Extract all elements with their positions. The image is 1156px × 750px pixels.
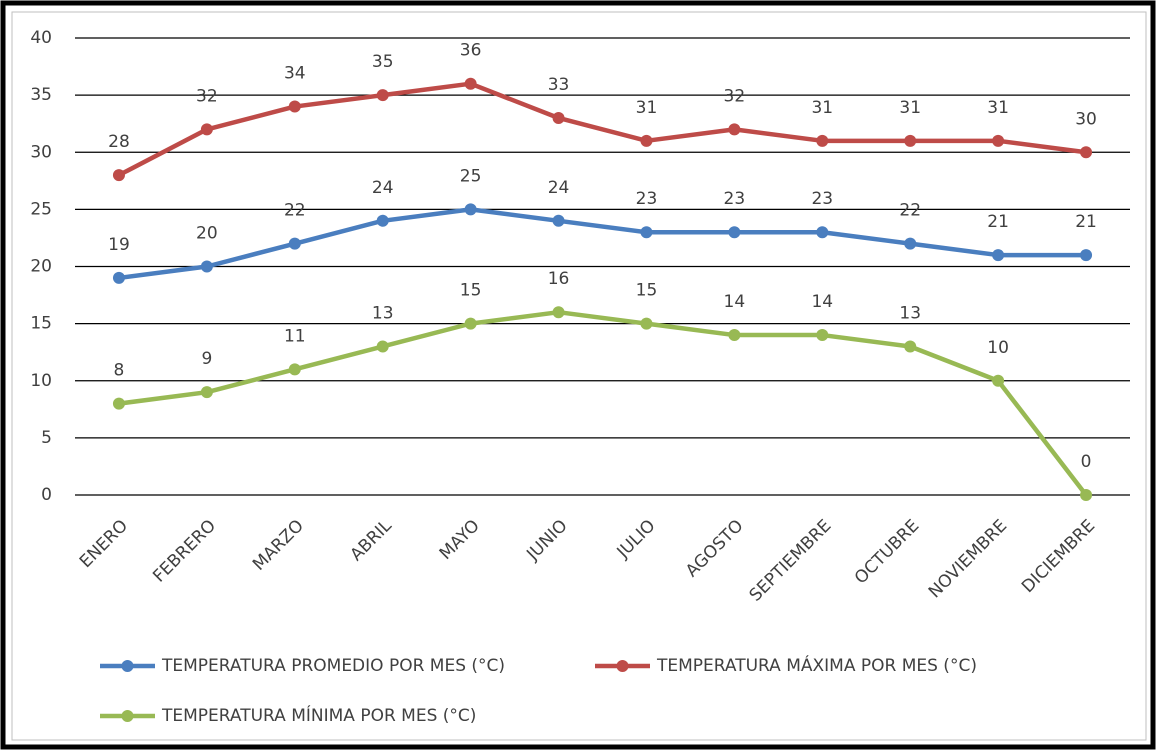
series-marker [816, 329, 829, 342]
y-tick-label: 5 [41, 428, 52, 448]
series-marker [552, 111, 565, 124]
data-label: 35 [372, 52, 394, 72]
series-marker [464, 77, 477, 90]
y-tick-label: 0 [41, 485, 52, 505]
data-label: 24 [548, 178, 570, 198]
series-line [118, 309, 1088, 497]
series-marker [376, 214, 389, 227]
legend-label: TEMPERATURA MÍNIMA POR MES (°C) [161, 704, 476, 726]
data-label: 31 [987, 98, 1009, 118]
data-label: 11 [284, 326, 306, 346]
series-marker [728, 226, 741, 239]
series-marker [200, 123, 213, 136]
series-marker [904, 237, 917, 250]
series-marker [552, 214, 565, 227]
series-marker [200, 260, 213, 273]
data-label: 21 [1075, 212, 1097, 232]
series-marker [992, 374, 1005, 387]
chart-inner-frame [11, 11, 1147, 741]
data-label: 32 [724, 86, 746, 106]
data-label: 9 [201, 349, 212, 369]
series-marker [640, 317, 653, 330]
data-label: 14 [811, 292, 833, 312]
data-label: 13 [899, 303, 921, 323]
series-marker [112, 397, 125, 410]
series-marker [904, 134, 917, 147]
data-label: 14 [724, 292, 746, 312]
data-label: 32 [196, 86, 218, 106]
data-label: 36 [460, 41, 482, 61]
series-marker [112, 169, 125, 182]
data-label: 22 [899, 201, 921, 221]
data-label: 21 [987, 212, 1009, 232]
data-label: 33 [548, 75, 570, 95]
series-marker [552, 306, 565, 319]
data-label: 31 [636, 98, 658, 118]
legend-label: TEMPERATURA PROMEDIO POR MES (°C) [161, 656, 505, 676]
data-label: 23 [811, 189, 833, 209]
series-marker [1080, 146, 1093, 159]
series-marker [376, 340, 389, 353]
series-marker [1080, 489, 1093, 501]
series-marker [904, 340, 917, 353]
series-marker [288, 237, 301, 250]
series-marker [1080, 249, 1093, 262]
data-label: 24 [372, 178, 394, 198]
series-marker [288, 100, 301, 113]
y-tick-label: 15 [30, 314, 52, 334]
series-marker [112, 271, 125, 284]
data-label: 10 [987, 338, 1009, 358]
data-label: 15 [460, 281, 482, 301]
legend-marker [121, 710, 134, 722]
data-label: 16 [548, 269, 570, 289]
data-label: 34 [284, 64, 306, 84]
series-line [117, 81, 1087, 178]
y-tick-label: 25 [30, 199, 52, 219]
series-marker [992, 134, 1005, 147]
data-label: 15 [636, 281, 658, 301]
data-label: 13 [372, 303, 394, 323]
series-marker [376, 89, 389, 102]
data-label: 23 [724, 189, 746, 209]
series-marker [728, 123, 741, 136]
data-label: 20 [196, 224, 218, 244]
legend-marker [121, 660, 134, 672]
data-label: 31 [811, 98, 833, 118]
series-marker [992, 249, 1005, 262]
series-marker [816, 134, 829, 147]
legend-label: TEMPERATURA MÁXIMA POR MES (°C) [656, 654, 977, 676]
data-label: 25 [460, 166, 482, 186]
data-label: 28 [108, 132, 130, 152]
series-line [118, 207, 1087, 281]
data-label: 30 [1075, 109, 1097, 129]
series-marker [816, 226, 829, 239]
series-marker [200, 386, 213, 399]
y-tick-label: 30 [30, 142, 52, 162]
y-tick-label: 10 [30, 371, 52, 391]
legend-marker [616, 660, 629, 672]
data-label: 23 [636, 189, 658, 209]
series-marker [728, 329, 741, 342]
y-tick-label: 35 [30, 85, 52, 105]
series-marker [464, 317, 477, 330]
y-tick-label: 40 [30, 28, 52, 48]
data-label: 0 [1081, 452, 1092, 472]
data-label: 19 [108, 235, 130, 255]
series-marker [464, 203, 477, 216]
series-marker [288, 363, 301, 376]
series-marker [640, 134, 653, 147]
data-label: 31 [899, 98, 921, 118]
y-tick-label: 20 [30, 257, 52, 277]
series-marker [640, 226, 653, 239]
data-label: 8 [114, 361, 125, 381]
data-label: 22 [284, 201, 306, 221]
